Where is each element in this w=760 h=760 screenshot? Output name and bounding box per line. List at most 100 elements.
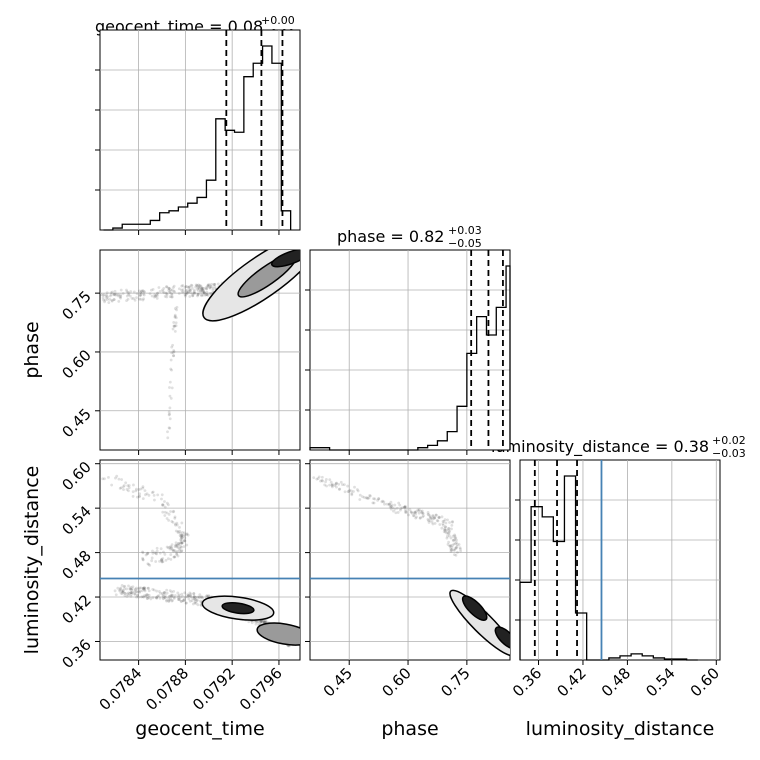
sample-point [137, 590, 140, 594]
sample-point [418, 516, 422, 520]
sample-point [170, 599, 174, 603]
sample-point [254, 620, 258, 624]
sample-point [350, 493, 354, 497]
sample-point [199, 293, 203, 297]
sample-point [188, 288, 192, 292]
sample-point [197, 283, 200, 287]
sample-point [144, 553, 148, 557]
sample-point [261, 620, 265, 623]
title-luminosity-distance-minus: −0.03 [712, 447, 746, 460]
sample-point [175, 543, 178, 547]
sample-point [200, 287, 204, 291]
sample-point [449, 544, 453, 547]
sample-point [186, 594, 190, 598]
sample-point [101, 477, 105, 481]
sample-point [178, 596, 182, 599]
sample-point [352, 490, 355, 493]
sample-point [186, 290, 190, 294]
sample-point [182, 290, 186, 294]
sample-point [196, 603, 200, 607]
sample-point [169, 553, 173, 556]
sample-point [184, 291, 188, 295]
sample-point [450, 523, 454, 527]
x-tick-label: 0.48 [598, 664, 634, 700]
sample-point [173, 315, 177, 318]
sample-point [175, 523, 179, 527]
sample-point [194, 285, 198, 289]
sample-point [324, 480, 327, 484]
sample-point [197, 286, 201, 289]
sample-point [377, 497, 381, 501]
sample-point [160, 497, 163, 501]
sample-point [182, 531, 186, 535]
sample-point [193, 595, 196, 599]
sample-point [421, 512, 425, 516]
sample-point [143, 588, 147, 592]
sample-point [365, 496, 369, 500]
sample-point [419, 510, 423, 513]
sample-point [171, 593, 174, 597]
sample-point [328, 483, 331, 487]
sample-point [343, 490, 347, 494]
sample-point [137, 595, 141, 599]
sample-point [166, 436, 170, 440]
sample-point [170, 293, 174, 297]
sample-point [141, 497, 145, 501]
sample-point [389, 505, 393, 508]
sample-point [145, 492, 149, 496]
sample-point [364, 496, 368, 500]
sample-point [339, 480, 343, 484]
sample-point [453, 533, 456, 537]
sample-point [330, 483, 334, 487]
sample-point [207, 594, 211, 598]
sample-point [135, 586, 139, 590]
sample-point [208, 286, 212, 290]
sample-point [455, 541, 458, 544]
sample-point [447, 532, 451, 535]
sample-point [142, 595, 146, 599]
sample-point [134, 590, 138, 594]
sample-point [154, 552, 158, 555]
sample-point [175, 552, 179, 556]
title-luminosity-distance-plus: +0.02 [712, 434, 746, 447]
sample-point [183, 533, 187, 537]
sample-point [176, 591, 180, 595]
sample-point [181, 284, 185, 287]
sample-point [179, 538, 182, 542]
sample-point [112, 293, 116, 296]
sample-point [362, 495, 366, 499]
sample-point [151, 287, 155, 291]
ylabel-phase: phase [21, 321, 43, 378]
sample-point [133, 592, 137, 596]
sample-point [173, 307, 177, 310]
sample-point [321, 479, 325, 483]
sample-point [127, 489, 130, 493]
sample-point [412, 514, 415, 518]
sample-point [259, 620, 263, 623]
sample-point [165, 517, 169, 520]
sample-point [194, 598, 197, 601]
sample-point [199, 596, 203, 599]
sample-point [177, 594, 180, 598]
y-tick-label: 0.36 [58, 636, 94, 672]
sample-point [376, 498, 380, 502]
sample-point [446, 543, 450, 546]
sample-point [361, 495, 364, 499]
sample-point [174, 541, 178, 545]
sample-point [441, 520, 445, 523]
sample-point [367, 496, 371, 500]
sample-point [163, 510, 167, 514]
sample-point [399, 507, 403, 511]
sample-point [126, 297, 130, 301]
sample-point [119, 296, 122, 300]
sample-point [338, 487, 342, 491]
sample-point [449, 549, 453, 553]
histogram-luminosity_distance [519, 475, 698, 661]
sample-point [180, 545, 183, 549]
sample-point [259, 620, 263, 623]
sample-point [187, 290, 191, 294]
sample-point [175, 308, 178, 312]
sample-point [171, 327, 175, 331]
sample-point [122, 488, 125, 491]
sample-point [434, 513, 438, 517]
